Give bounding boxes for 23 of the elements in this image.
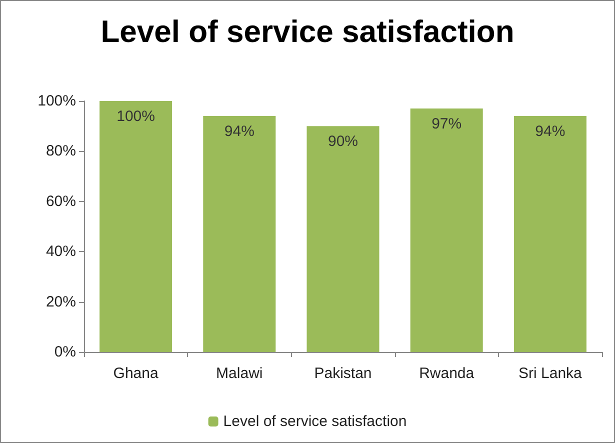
bar (410, 108, 483, 352)
y-tick-label: 20% (46, 293, 76, 310)
data-label: 90% (328, 133, 358, 150)
bar (306, 126, 380, 352)
data-label: 94% (224, 123, 254, 140)
x-tick-label: Pakistan (314, 365, 372, 382)
data-label: 97% (432, 116, 462, 133)
y-tick-label: 40% (46, 243, 76, 260)
x-tick-label: Rwanda (419, 365, 475, 382)
y-tick-label: 60% (46, 192, 76, 210)
data-label: 100% (116, 108, 155, 125)
y-tick-label: 80% (46, 142, 76, 160)
bar (203, 116, 276, 352)
x-tick-label: Sri Lanka (518, 365, 583, 382)
x-tick-label: Ghana (113, 365, 159, 382)
x-tick-label: Malawi (216, 365, 263, 382)
bar (100, 101, 172, 352)
y-tick-label: 100% (38, 92, 76, 110)
data-label: 94% (535, 123, 566, 140)
chart-title: Level of service satisfaction (100, 14, 514, 49)
bar (514, 116, 586, 352)
y-tick-label: 0% (54, 344, 76, 360)
legend-label: Level of service satisfaction (223, 413, 407, 430)
